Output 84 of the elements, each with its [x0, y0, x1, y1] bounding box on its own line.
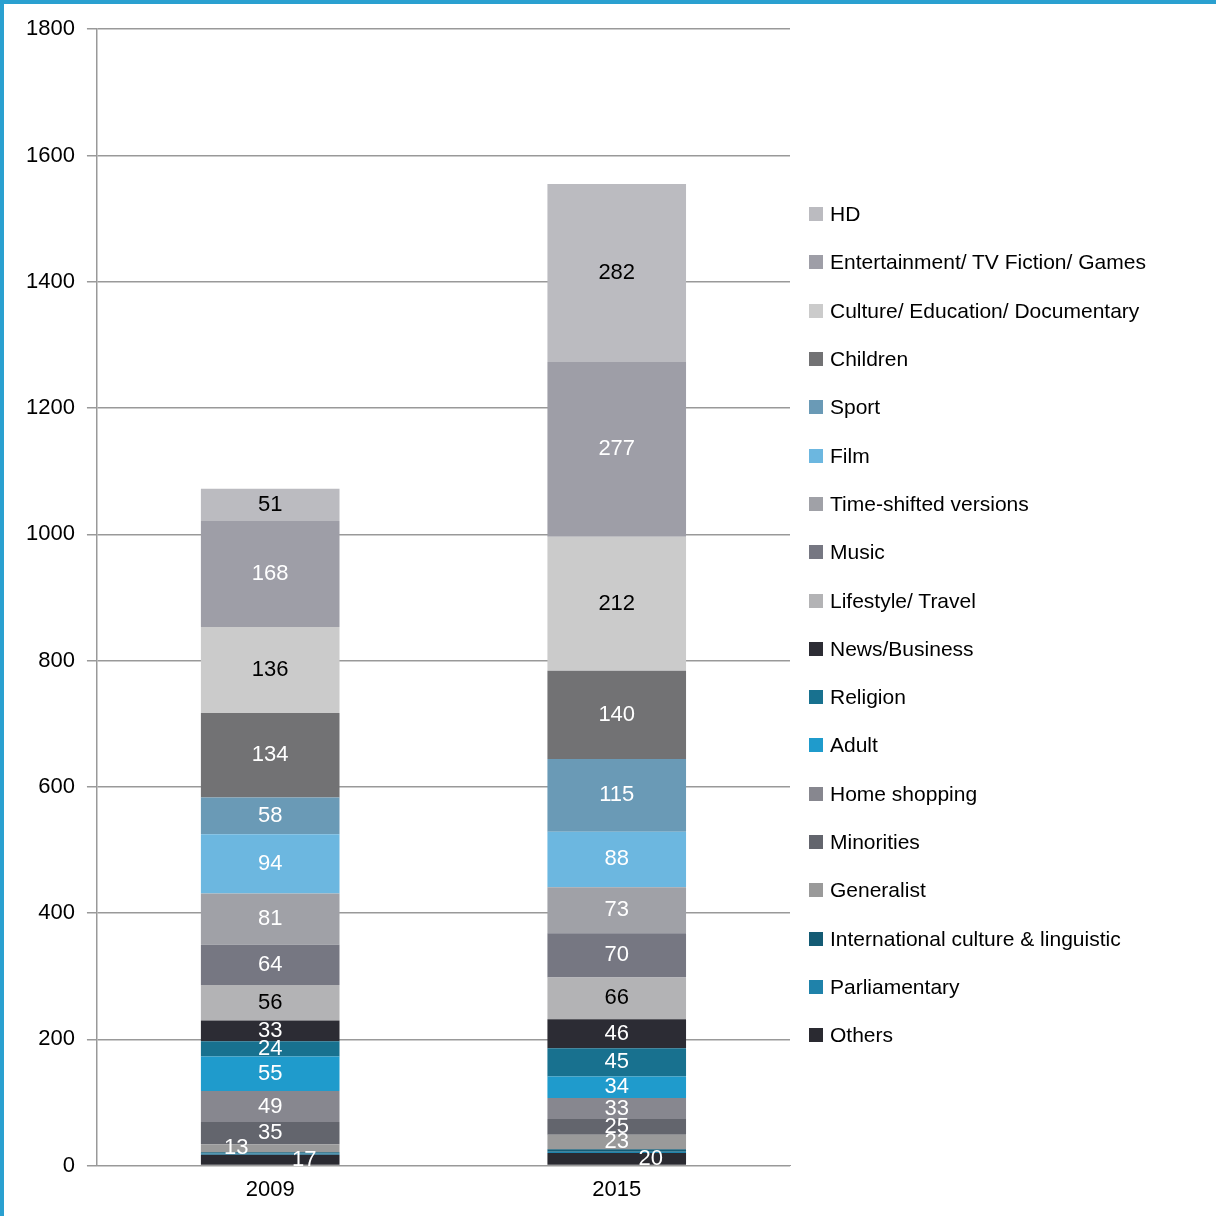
data-label: 282: [598, 258, 636, 284]
y-tick-label: 1800: [25, 15, 75, 41]
data-label: 212: [598, 589, 636, 615]
data-label: 115: [599, 781, 635, 807]
data-label: 136: [251, 656, 289, 682]
legend-label: Children: [830, 347, 909, 372]
legend-label: News/Business: [830, 636, 974, 661]
legend-label: Generalist: [830, 878, 926, 903]
bar: [547, 1048, 687, 1077]
bar: [547, 759, 687, 832]
bar: [547, 670, 687, 760]
data-label: 46: [604, 1019, 629, 1045]
bar: [200, 944, 340, 986]
bar: [547, 887, 687, 934]
legend-label: Music: [830, 540, 885, 565]
legend-label: Lifestyle/ Travel: [830, 588, 976, 613]
data-label: 140: [598, 700, 636, 726]
legend-label: Parliamentary: [830, 974, 960, 999]
bar: [547, 977, 687, 1020]
bar: [200, 985, 340, 1021]
bar: [547, 1118, 687, 1135]
data-label: 45: [604, 1048, 629, 1074]
y-tick-label: 1400: [25, 267, 75, 293]
bar: [200, 893, 340, 945]
legend-label: International culture & linguistic: [830, 926, 1121, 951]
bar: [547, 536, 687, 671]
legend-label: Culture/ Education/ Documentary: [830, 298, 1140, 323]
legend-label: Entertainment/ TV Fiction/ Games: [830, 250, 1146, 275]
data-label: 49: [257, 1092, 283, 1118]
data-label: 81: [257, 905, 283, 931]
data-label: 277: [598, 435, 636, 461]
bar: [547, 831, 687, 888]
bar: [200, 1041, 340, 1057]
bar: [200, 797, 340, 835]
bar: [200, 712, 340, 798]
data-label: 70: [604, 941, 629, 967]
data-label: 88: [604, 845, 629, 871]
legend-label: Home shopping: [830, 781, 978, 806]
legend-label: Time-shifted versions: [830, 491, 1029, 516]
x-tick-label: 2009: [245, 1175, 295, 1201]
data-label: 35: [257, 1119, 283, 1145]
y-tick-label: 1000: [25, 520, 75, 546]
data-label: 64: [257, 950, 283, 976]
bar: [547, 1076, 687, 1099]
x-tick-label: 2015: [592, 1175, 642, 1201]
bar: [200, 521, 340, 628]
bar: [200, 627, 340, 713]
data-label: 94: [257, 849, 283, 875]
y-tick-label: 1200: [25, 394, 75, 420]
data-label: 20: [638, 1144, 663, 1170]
y-tick-label: 600: [38, 772, 75, 798]
bar: [547, 1152, 687, 1165]
y-tick-label: 1600: [25, 141, 75, 167]
data-label: 34: [604, 1073, 629, 1099]
data-label: 73: [604, 896, 629, 922]
legend-label: Others: [830, 1023, 894, 1048]
bar: [200, 1020, 340, 1042]
y-tick-label: 0: [62, 1151, 75, 1177]
legend-label: Sport: [830, 395, 881, 420]
data-label: 168: [251, 560, 289, 586]
bar: [547, 361, 687, 537]
legend-label: Religion: [830, 685, 906, 710]
data-label: 51: [257, 490, 283, 516]
data-label: 56: [257, 988, 283, 1014]
data-label: 58: [257, 801, 283, 827]
legend-label: HD: [830, 202, 861, 227]
data-label: 66: [604, 984, 629, 1010]
data-label: 17: [291, 1145, 317, 1171]
bar: [547, 1098, 687, 1119]
bar: [547, 1019, 687, 1049]
bar: [547, 183, 687, 362]
legend-label: Adult: [830, 733, 878, 758]
legend-label: Minorities: [830, 830, 920, 854]
data-label: 134: [251, 741, 289, 767]
bar: [547, 933, 687, 978]
y-tick-label: 400: [38, 899, 75, 925]
legend-label: Film: [830, 443, 870, 468]
bar: [200, 834, 340, 894]
y-tick-label: 200: [38, 1025, 75, 1051]
y-tick-label: 800: [38, 646, 75, 672]
bar: [200, 1091, 340, 1123]
bar: [200, 488, 340, 522]
bar: [200, 1056, 340, 1092]
data-label: 55: [257, 1059, 283, 1085]
